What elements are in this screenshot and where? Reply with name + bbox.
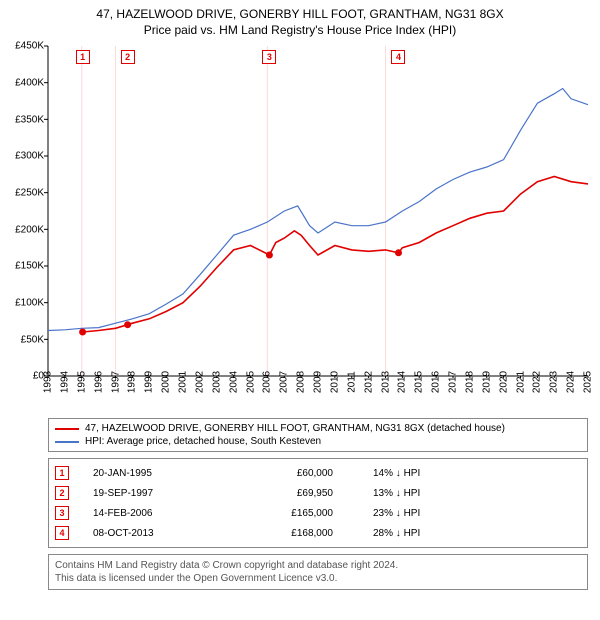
- x-tick-label: 2014: [397, 371, 408, 393]
- x-tick-label: 2024: [566, 371, 577, 393]
- x-tick-label: 2007: [279, 371, 290, 393]
- event-marker-icon: 4: [55, 526, 69, 540]
- event-marker: 4: [391, 50, 405, 64]
- license-line1: Contains HM Land Registry data © Crown c…: [55, 559, 581, 572]
- x-tick-label: 2001: [178, 371, 189, 393]
- event-marker-icon: 2: [55, 486, 69, 500]
- x-tick-label: 2019: [481, 371, 492, 393]
- event-date: 20-JAN-1995: [93, 468, 223, 479]
- x-tick-label: 2015: [414, 371, 425, 393]
- event-delta: 14% ↓ HPI: [373, 468, 493, 479]
- event-price: £165,000: [223, 508, 373, 519]
- x-tick-label: 2011: [346, 372, 357, 394]
- x-tick-label: 2009: [313, 371, 324, 393]
- x-tick-label: 2016: [431, 371, 442, 393]
- events-table: 1 20-JAN-1995£60,00014% ↓ HPI 2 19-SEP-1997…: [48, 458, 588, 548]
- x-tick-label: 1998: [127, 371, 138, 393]
- x-tick-label: 2000: [161, 371, 172, 393]
- legend-item: 47, HAZELWOOD DRIVE, GONERBY HILL FOOT, …: [55, 422, 581, 435]
- license-line2: This data is licensed under the Open Gov…: [55, 572, 581, 585]
- title-line1: 47, HAZELWOOD DRIVE, GONERBY HILL FOOT, …: [4, 6, 596, 22]
- x-tick-label: 2003: [211, 371, 222, 393]
- event-delta: 13% ↓ HPI: [373, 488, 493, 499]
- x-tick-label: 1999: [144, 371, 155, 393]
- event-marker-icon: 3: [55, 506, 69, 520]
- event-price: £168,000: [223, 528, 373, 539]
- chart: £0£50K£100K£150K£200K£250K£300K£350K£400…: [4, 42, 596, 412]
- event-price: £69,950: [223, 488, 373, 499]
- x-tick-label: 2002: [194, 371, 205, 393]
- event-marker: 2: [121, 50, 135, 64]
- event-delta: 28% ↓ HPI: [373, 528, 493, 539]
- x-tick-label: 2020: [498, 371, 509, 393]
- license: Contains HM Land Registry data © Crown c…: [48, 554, 588, 590]
- event-row: 3 14-FEB-2006£165,00023% ↓ HPI: [55, 503, 581, 523]
- x-tick-label: 2005: [245, 371, 256, 393]
- legend-swatch: [55, 428, 79, 430]
- x-tick-label: 2008: [296, 371, 307, 393]
- event-marker-icon: 1: [55, 466, 69, 480]
- legend-label: HPI: Average price, detached house, Sout…: [85, 436, 321, 447]
- event-date: 19-SEP-1997: [93, 488, 223, 499]
- legend-swatch: [55, 441, 79, 443]
- x-tick-label: 2018: [464, 371, 475, 393]
- x-tick-label: 2012: [363, 371, 374, 393]
- event-row: 4 08-OCT-2013£168,00028% ↓ HPI: [55, 523, 581, 543]
- x-tick-label: 2025: [583, 371, 594, 393]
- legend-label: 47, HAZELWOOD DRIVE, GONERBY HILL FOOT, …: [85, 423, 505, 434]
- title-line2: Price paid vs. HM Land Registry's House …: [4, 22, 596, 38]
- event-marker: 1: [76, 50, 90, 64]
- x-tick-label: 1994: [59, 371, 70, 393]
- event-marker: 3: [262, 50, 276, 64]
- x-tick-label: 1996: [93, 371, 104, 393]
- event-price: £60,000: [223, 468, 373, 479]
- x-tick-label: 2013: [380, 371, 391, 393]
- event-row: 2 19-SEP-1997£69,95013% ↓ HPI: [55, 483, 581, 503]
- x-tick-label: 1993: [43, 371, 54, 393]
- plot-canvas: [4, 42, 590, 378]
- x-tick-label: 2017: [448, 371, 459, 393]
- page: 47, HAZELWOOD DRIVE, GONERBY HILL FOOT, …: [0, 0, 600, 594]
- event-delta: 23% ↓ HPI: [373, 508, 493, 519]
- event-date: 14-FEB-2006: [93, 508, 223, 519]
- event-row: 1 20-JAN-1995£60,00014% ↓ HPI: [55, 463, 581, 483]
- event-date: 08-OCT-2013: [93, 528, 223, 539]
- chart-title: 47, HAZELWOOD DRIVE, GONERBY HILL FOOT, …: [4, 6, 596, 38]
- x-tick-label: 1997: [110, 371, 121, 393]
- legend: 47, HAZELWOOD DRIVE, GONERBY HILL FOOT, …: [48, 418, 588, 452]
- x-tick-label: 2004: [228, 371, 239, 393]
- x-tick-label: 2010: [329, 371, 340, 393]
- x-tick-label: 2022: [532, 371, 543, 393]
- x-tick-label: 1995: [76, 371, 87, 393]
- x-tick-label: 2023: [549, 371, 560, 393]
- x-tick-label: 2006: [262, 371, 273, 393]
- legend-item: HPI: Average price, detached house, Sout…: [55, 435, 581, 448]
- x-tick-label: 2021: [515, 371, 526, 393]
